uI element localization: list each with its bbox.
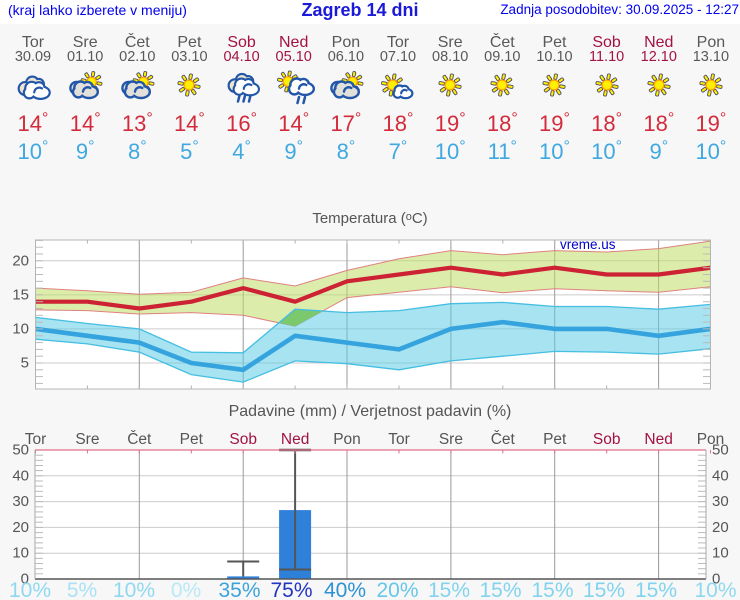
svg-text:50: 50: [12, 442, 29, 459]
svg-text:20: 20: [12, 252, 29, 269]
svg-text:0: 0: [21, 571, 29, 588]
svg-text:10: 10: [12, 545, 29, 562]
svg-text:15%: 15%: [583, 579, 625, 600]
svg-text:20%: 20%: [376, 579, 418, 600]
svg-text:0%: 0%: [171, 579, 201, 600]
svg-text:Sre: Sre: [439, 431, 463, 448]
svg-text:Ned: Ned: [281, 431, 309, 448]
svg-text:40: 40: [712, 467, 729, 484]
svg-text:20: 20: [712, 519, 729, 536]
svg-text:Pon: Pon: [333, 431, 361, 448]
svg-text:5: 5: [21, 355, 29, 372]
svg-text:15%: 15%: [531, 579, 573, 600]
svg-text:Pet: Pet: [180, 431, 204, 448]
svg-text:5%: 5%: [67, 579, 97, 600]
svg-text:Pon: Pon: [697, 431, 725, 448]
svg-text:Sob: Sob: [593, 431, 621, 448]
svg-text:15%: 15%: [635, 579, 677, 600]
svg-text:Sob: Sob: [229, 431, 257, 448]
svg-text:Tor: Tor: [388, 431, 410, 448]
svg-text:20: 20: [12, 519, 29, 536]
svg-text:10%: 10%: [694, 579, 736, 600]
svg-text:10%: 10%: [113, 579, 155, 600]
svg-text:Čet: Čet: [491, 431, 516, 448]
svg-text:vreme.us: vreme.us: [560, 237, 616, 252]
svg-text:Ned: Ned: [644, 431, 672, 448]
svg-text:40: 40: [12, 467, 29, 484]
svg-text:10: 10: [12, 320, 29, 337]
svg-text:15%: 15%: [428, 579, 470, 600]
svg-text:10%: 10%: [9, 579, 51, 600]
svg-text:0: 0: [712, 571, 720, 588]
svg-text:Pet: Pet: [543, 431, 567, 448]
svg-text:15: 15: [12, 286, 29, 303]
svg-text:15%: 15%: [479, 579, 521, 600]
svg-text:Čet: Čet: [127, 431, 152, 448]
svg-text:Tor: Tor: [25, 431, 47, 448]
svg-text:30: 30: [712, 493, 729, 510]
svg-text:50: 50: [712, 442, 729, 459]
svg-text:40%: 40%: [324, 579, 366, 600]
svg-text:10: 10: [712, 545, 729, 562]
svg-text:75%: 75%: [270, 579, 312, 600]
svg-text:30: 30: [12, 493, 29, 510]
svg-text:Sre: Sre: [75, 431, 99, 448]
svg-text:35%: 35%: [218, 579, 260, 600]
